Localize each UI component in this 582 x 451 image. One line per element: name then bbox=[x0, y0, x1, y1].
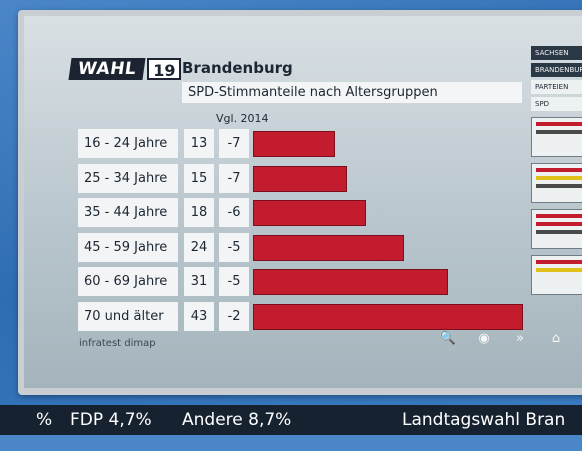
thumbnail-chart[interactable] bbox=[531, 163, 582, 203]
vote-share-diff: -5 bbox=[219, 232, 249, 262]
age-group-label: 35 - 44 Jahre bbox=[78, 198, 178, 227]
logo-year: 19 bbox=[147, 58, 182, 80]
vote-share-diff: -7 bbox=[219, 129, 249, 158]
ticker-item: FDP 4,7% bbox=[70, 410, 152, 430]
vote-share-value: 15 bbox=[184, 163, 214, 193]
age-group-label: 60 - 69 Jahre bbox=[78, 267, 178, 296]
ticker-item: Andere 8,7% bbox=[182, 410, 292, 430]
thumbnail-chart[interactable] bbox=[531, 209, 582, 249]
search-icon[interactable]: 🔍 bbox=[439, 331, 457, 346]
vote-share-diff: -6 bbox=[219, 198, 249, 227]
vote-share-value: 31 bbox=[184, 267, 214, 296]
age-group-label: 25 - 34 Jahre bbox=[78, 163, 178, 193]
chart-bar bbox=[253, 165, 348, 192]
home-icon[interactable]: ⌂ bbox=[551, 331, 561, 346]
thumbnail-chart[interactable] bbox=[531, 255, 582, 295]
chart-bar bbox=[253, 200, 367, 226]
chart-bar bbox=[253, 303, 523, 330]
logo-word: WAHL bbox=[68, 58, 146, 80]
ticker-item: Landtagswahl Bran bbox=[402, 410, 566, 430]
age-group-label: 16 - 24 Jahre bbox=[78, 129, 178, 158]
chart-bar bbox=[253, 269, 448, 295]
side-tab-parteien[interactable]: PARTEIEN bbox=[531, 80, 582, 94]
ticker-item: % bbox=[36, 410, 53, 430]
vote-share-value: 18 bbox=[184, 198, 214, 227]
tv-screen: WAHL 19 Brandenburg SPD-Stimmanteile nac… bbox=[24, 16, 582, 388]
source-label: infratest dimap bbox=[79, 338, 156, 349]
side-tab-sachsen[interactable]: SACHSEN bbox=[531, 46, 582, 60]
comparison-label: Vgl. 2014 bbox=[216, 112, 269, 125]
vote-share-diff: -7 bbox=[219, 163, 249, 193]
chart-bar bbox=[253, 131, 335, 157]
side-tab-spd[interactable]: SPD bbox=[531, 97, 582, 111]
vote-share-value: 13 bbox=[184, 129, 214, 158]
side-panel: SACHSEN BRANDENBURG PARTEIEN SPD bbox=[531, 46, 582, 346]
forward-icon[interactable]: » bbox=[516, 331, 524, 346]
age-group-label: 45 - 59 Jahre bbox=[78, 232, 178, 262]
vote-share-value: 24 bbox=[184, 232, 214, 262]
vote-share-value: 43 bbox=[184, 301, 214, 331]
background-strip bbox=[0, 435, 582, 451]
thumbnail-chart[interactable] bbox=[531, 117, 582, 157]
age-group-label: 70 und älter bbox=[78, 301, 178, 331]
page-title: Brandenburg bbox=[182, 59, 293, 77]
page-subtitle: SPD-Stimmanteile nach Altersgruppen bbox=[182, 82, 522, 103]
target-icon[interactable]: ◉ bbox=[478, 331, 490, 346]
chart-bar bbox=[253, 234, 404, 261]
news-ticker: % FDP 4,7% Andere 8,7% Landtagswahl Bran bbox=[0, 405, 582, 435]
wahl-logo: WAHL 19 bbox=[68, 58, 182, 80]
control-bar: 🔍 ◉ » ⌂ bbox=[439, 330, 565, 348]
vote-share-diff: -5 bbox=[219, 267, 249, 296]
vote-share-diff: -2 bbox=[219, 301, 249, 331]
side-tab-brandenburg[interactable]: BRANDENBURG bbox=[531, 63, 582, 77]
